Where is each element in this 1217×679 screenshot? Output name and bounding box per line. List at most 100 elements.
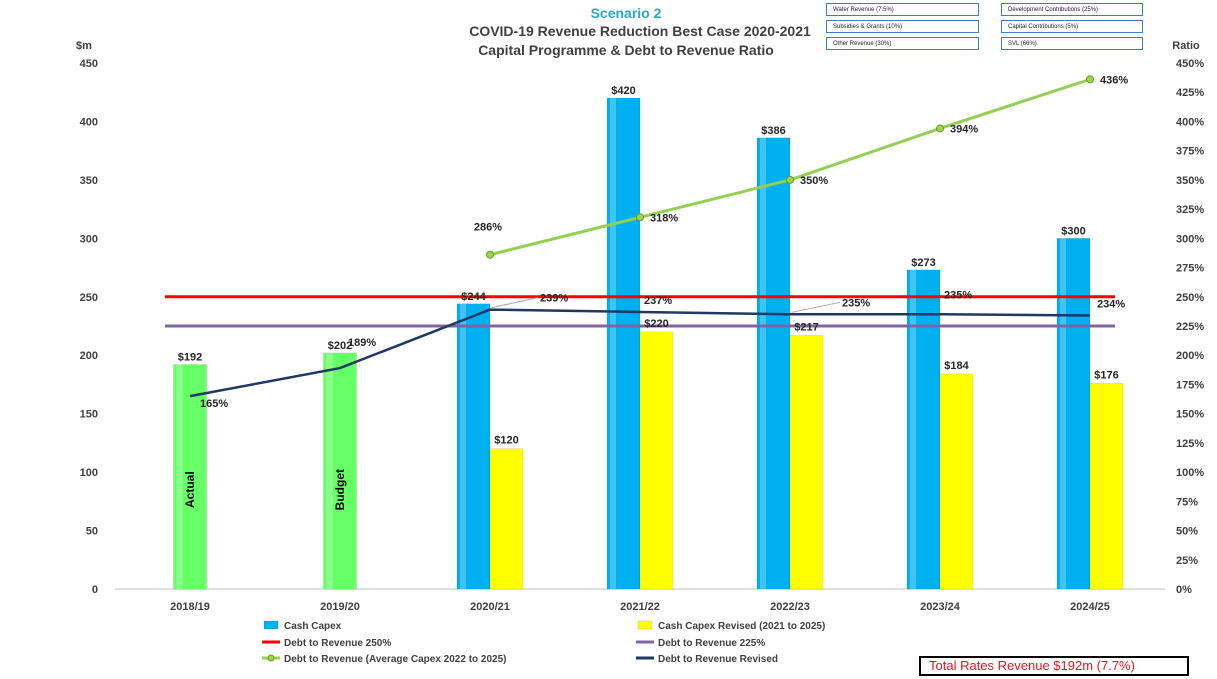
- x-tick-label-1: 2019/20: [320, 601, 360, 613]
- right-tick-label-10: 250%: [1176, 292, 1204, 304]
- x-tick-label-0: 2018/19: [170, 601, 210, 613]
- x-tick-label-5: 2023/24: [920, 601, 961, 613]
- bar-revised-value-label-3: $220: [644, 318, 668, 330]
- revenue-bubble-5: Other Revenue (30%): [826, 37, 979, 50]
- revenue-bubble-6: SVL (66%): [1001, 37, 1143, 50]
- chart-title-line2: Capital Programme & Debt to Revenue Rati…: [478, 42, 774, 58]
- chart-title-line1: COVID-19 Revenue Reduction Best Case 202…: [469, 23, 811, 39]
- right-tick-label-11: 275%: [1176, 263, 1204, 275]
- avg-value-label-4: 350%: [800, 175, 828, 187]
- revenue-bubble-1: Water Revenue (7.5%): [826, 3, 979, 16]
- bar-capex-revised-6: [1089, 383, 1124, 590]
- rates-revenue-box: Total Rates Revenue $192m (7.7%): [919, 656, 1189, 676]
- bar-revised-value-label-2: $120: [494, 435, 518, 447]
- right-tick-label-15: 375%: [1176, 146, 1204, 158]
- right-tick-label-12: 300%: [1176, 233, 1204, 245]
- revenue-bubble-4: Capital Contributions (5%): [1001, 20, 1143, 33]
- bar-highlight-4: [760, 137, 766, 589]
- left-tick-label-1: 50: [86, 526, 98, 538]
- chart-scenario-title: Scenario 2: [591, 5, 662, 21]
- right-tick-label-16: 400%: [1176, 116, 1204, 128]
- bar-value-label-3: $420: [611, 85, 635, 97]
- bar-value-label-0: $192: [178, 352, 202, 364]
- right-tick-label-18: 450%: [1176, 58, 1204, 70]
- bar-value-label-1: $202: [328, 340, 352, 352]
- left-tick-label-0: 0: [92, 584, 98, 596]
- right-tick-label-2: 50%: [1176, 526, 1198, 538]
- bar-cash-capex-5: [906, 269, 941, 590]
- bar-cash-capex-3: [606, 97, 641, 590]
- right-tick-label-4: 100%: [1176, 467, 1204, 479]
- bar-capex-revised-5: [939, 373, 974, 590]
- legend-label-2: Debt to Revenue 250%: [284, 638, 391, 649]
- bar-inner-label-0: Actual: [183, 471, 197, 508]
- bar-highlight-5: [910, 269, 916, 589]
- revised-value-label-0: 165%: [200, 398, 228, 410]
- x-tick-label-2: 2020/21: [470, 601, 510, 613]
- left-tick-label-2: 100: [80, 467, 98, 479]
- left-tick-label-9: 450: [80, 58, 98, 70]
- right-tick-label-1: 25%: [1176, 555, 1198, 567]
- right-tick-label-9: 225%: [1176, 321, 1204, 333]
- bar-capex-revised-3: [639, 331, 674, 590]
- left-tick-label-3: 150: [80, 409, 98, 421]
- bars-group: [173, 97, 1124, 590]
- revised-value-label-4: 235%: [842, 297, 870, 309]
- legend-swatch-1: [637, 620, 653, 630]
- bar-highlight-3: [610, 98, 616, 590]
- avg-value-label-5: 394%: [950, 123, 978, 135]
- revenue-bubble-2: Development Contributions (25%): [1001, 3, 1143, 16]
- bar-highlight-1: [326, 352, 333, 589]
- bar-cash-capex-2: [456, 303, 491, 590]
- revised-value-label-6: 234%: [1097, 298, 1125, 310]
- bar-cash-capex-4: [756, 137, 791, 590]
- left-tick-label-7: 350: [80, 175, 98, 187]
- x-tick-label-3: 2021/22: [620, 601, 660, 613]
- avg-value-label-2: 286%: [474, 222, 502, 234]
- point-debt-average-2: [786, 175, 794, 184]
- right-tick-label-13: 325%: [1176, 204, 1204, 216]
- legend-label-5: Debt to Revenue Revised: [658, 654, 778, 665]
- revised-leader-2: [491, 297, 539, 309]
- left-axis-label: $m: [76, 40, 92, 52]
- bar-capex-revised-4: [789, 335, 824, 590]
- right-axis-label: Ratio: [1172, 40, 1200, 52]
- bar-value-label-2: $244: [461, 291, 486, 303]
- avg-value-label-3: 318%: [650, 212, 678, 224]
- legend-marker-4: [267, 654, 275, 662]
- bar-highlight-6: [1060, 238, 1066, 590]
- bar-inner-label-1: Budget: [333, 469, 347, 510]
- revised-leader-4: [791, 301, 841, 313]
- legend-swatch-0: [263, 620, 279, 630]
- legend-label-3: Debt to Revenue 225%: [658, 638, 765, 649]
- bar-value-label-6: $300: [1061, 225, 1085, 237]
- right-tick-label-0: 0%: [1176, 584, 1192, 596]
- left-tick-label-5: 250: [80, 292, 98, 304]
- bar-value-label-4: $386: [761, 125, 785, 137]
- revised-value-label-3: 237%: [644, 295, 672, 307]
- left-tick-label-4: 200: [80, 350, 98, 362]
- right-tick-label-3: 75%: [1176, 496, 1198, 508]
- revised-value-label-1: 189%: [348, 337, 376, 349]
- bar-capex-revised-2: [489, 448, 524, 590]
- legend-group: Cash Capex Cash Capex Revised (2021 to 20…: [262, 620, 825, 665]
- right-tick-label-7: 175%: [1176, 379, 1204, 391]
- right-tick-label-14: 350%: [1176, 175, 1204, 187]
- bar-cash-capex-1: [323, 352, 357, 590]
- avg-value-label-6: 436%: [1100, 74, 1128, 86]
- bar-revised-value-label-4: $217: [794, 321, 818, 333]
- right-tick-label-17: 425%: [1176, 87, 1204, 99]
- legend-label-0: Cash Capex: [284, 621, 342, 632]
- x-tick-label-6: 2024/25: [1070, 601, 1110, 613]
- x-tick-label-4: 2022/23: [770, 601, 810, 613]
- legend-label-4: Debt to Revenue (Average Capex 2022 to 2…: [284, 654, 507, 665]
- labels-group: $192 Actual $202 Budget $244 $120 $420 $220 $386…: [178, 74, 1129, 510]
- point-debt-average-0: [486, 250, 494, 259]
- bar-revised-value-label-6: $176: [1094, 369, 1118, 381]
- revised-value-label-2: 239%: [540, 293, 568, 305]
- bar-cash-capex-0: [173, 364, 207, 590]
- left-tick-label-8: 400: [80, 116, 98, 128]
- bar-highlight-2: [460, 303, 466, 589]
- right-tick-label-6: 150%: [1176, 409, 1204, 421]
